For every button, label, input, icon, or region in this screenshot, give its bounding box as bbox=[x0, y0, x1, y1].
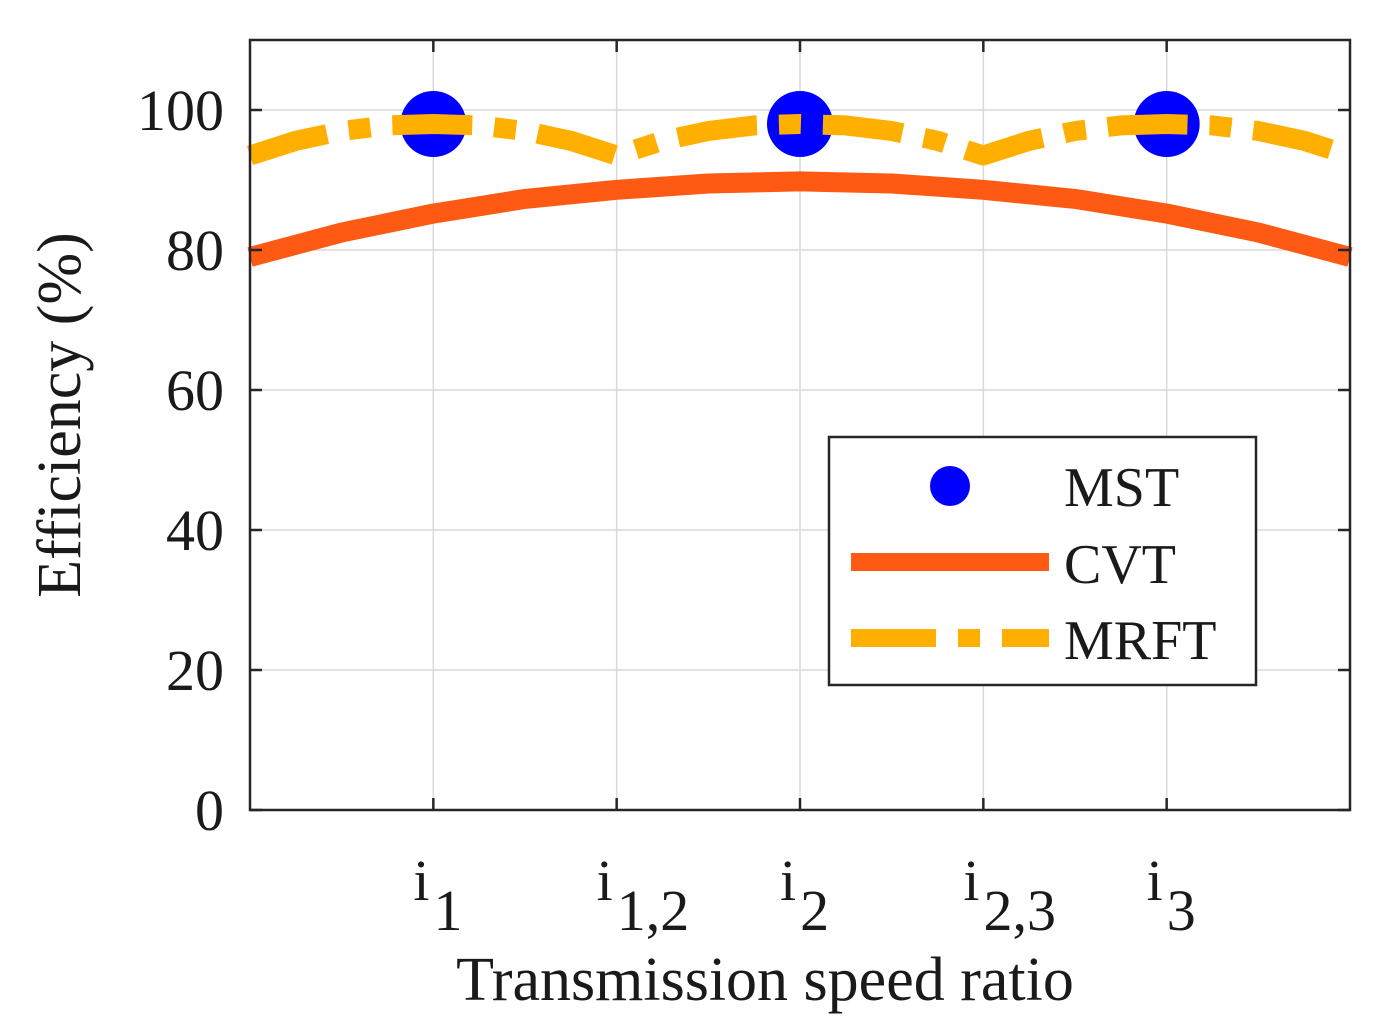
cvt-line bbox=[247, 171, 1353, 267]
y-tick-label: 20 bbox=[166, 638, 224, 703]
x-tick-label: i2 bbox=[780, 848, 829, 943]
y-tick-label: 40 bbox=[166, 498, 224, 563]
mrft-line bbox=[246, 114, 1354, 166]
x-tick-label: i1 bbox=[413, 848, 462, 943]
x-tick-label: i1,2 bbox=[597, 848, 690, 943]
y-tick-label: 0 bbox=[195, 778, 224, 843]
y-tick-label: 60 bbox=[166, 358, 224, 423]
series-layer bbox=[246, 91, 1354, 267]
legend-mst-marker bbox=[930, 466, 970, 506]
legend-cvt-label: CVT bbox=[1064, 534, 1176, 596]
y-axis-title: Efficiency (%) bbox=[26, 232, 94, 598]
y-axis: 0 20 40 60 80 100 bbox=[137, 78, 1350, 843]
y-tick-label: 100 bbox=[137, 78, 224, 143]
x-tick-label: i3 bbox=[1147, 848, 1196, 943]
legend-mst-label: MST bbox=[1064, 457, 1179, 519]
legend: MST CVT MRFT bbox=[827, 435, 1258, 687]
x-tick-label: i2,3 bbox=[963, 848, 1056, 943]
x-axis: i1 i1,2 i2 i2,3 i3 bbox=[413, 40, 1196, 943]
x-axis-title: Transmission speed ratio bbox=[456, 946, 1074, 1014]
y-tick-label: 80 bbox=[166, 218, 224, 283]
legend-mrft-label: MRFT bbox=[1064, 610, 1217, 672]
